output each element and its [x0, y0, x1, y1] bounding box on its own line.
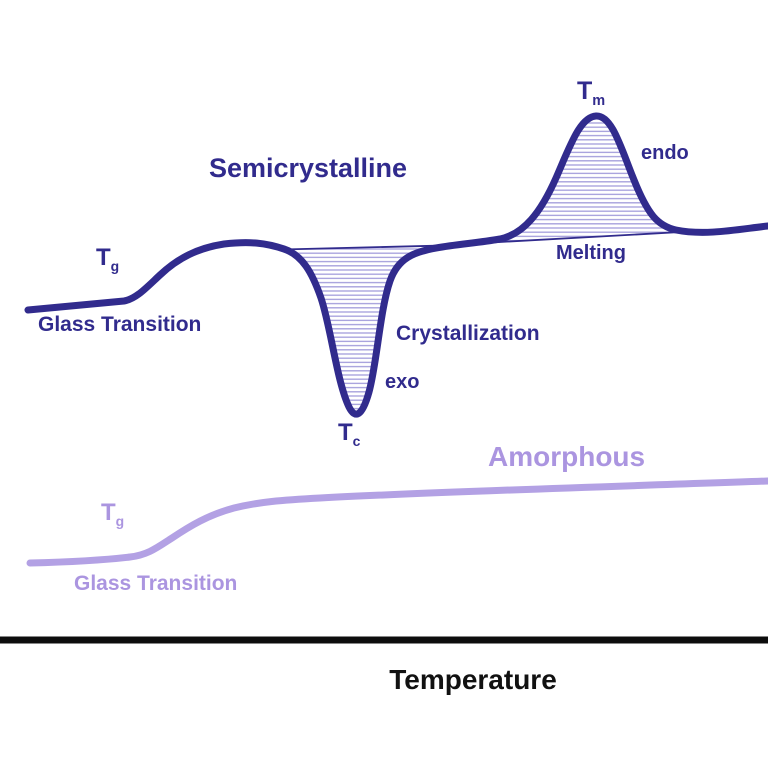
- tg-amorphous-subscript: g: [115, 512, 125, 529]
- glass-transition-label-semicrystalline: Glass Transition: [38, 313, 202, 336]
- melting-label: Melting: [556, 242, 626, 264]
- melting-hatch-area: [468, 115, 690, 244]
- tg-symbol: T: [96, 244, 111, 271]
- tc-symbol: T: [338, 419, 353, 446]
- tg-subscript: g: [110, 257, 120, 274]
- tm-subscript: m: [592, 93, 606, 109]
- crystallization-label: Crystallization: [396, 322, 540, 345]
- exo-label: exo: [385, 371, 420, 393]
- tg-label-amorphous: Tg: [101, 501, 124, 529]
- tm-label: Tm: [577, 79, 605, 109]
- crystallization-baseline: [281, 244, 453, 251]
- semicrystalline-title: Semicrystalline: [208, 153, 408, 183]
- tm-symbol: T: [577, 77, 593, 105]
- semicrystalline-curve: [24, 112, 768, 418]
- melting-baseline: [467, 230, 691, 245]
- amorphous-title: Amorphous: [488, 441, 646, 472]
- temperature-axis-label: Temperature: [389, 664, 557, 695]
- glass-transition-label-amorphous: Glass Transition: [74, 572, 238, 595]
- crystallization-hatch-area: [282, 245, 452, 415]
- tc-label: Tc: [338, 421, 360, 449]
- tg-amorphous-symbol: T: [101, 499, 116, 526]
- endo-label: endo: [641, 142, 689, 164]
- tg-label-semicrystalline: Tg: [96, 246, 119, 274]
- tc-subscript: c: [352, 432, 361, 449]
- amorphous-curve: [26, 477, 768, 567]
